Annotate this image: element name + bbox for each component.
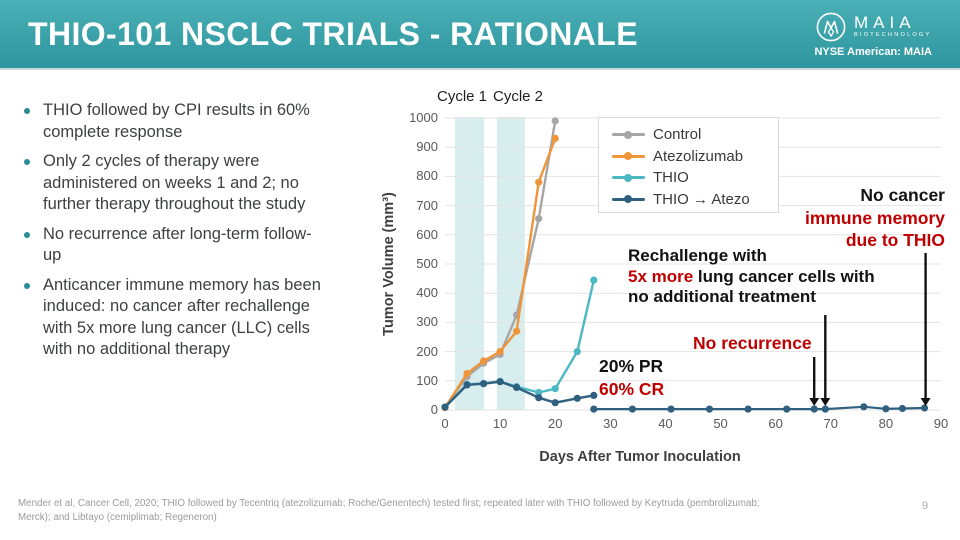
- y-tick-label: 300: [416, 314, 438, 330]
- legend-label: Control: [653, 126, 702, 144]
- no-cancer-line1: No cancer: [860, 185, 945, 205]
- y-tick-label: 600: [416, 226, 438, 242]
- x-tick-label: 70: [823, 416, 838, 431]
- brand-text: MAIA BIOTECHNOLOGY: [854, 13, 932, 38]
- no-cancer-line2: immune memory: [804, 207, 945, 228]
- bullet-dot-icon: [24, 108, 30, 114]
- slide-title: THIO-101 NSCLC TRIALS - RATIONALE: [28, 15, 638, 52]
- bullet-text: No recurrence after long-term follow- up: [43, 224, 312, 265]
- no-recurrence-label: No recurrence: [693, 333, 812, 353]
- no-cancer-annotation: No cancer immune memory due to THIO: [805, 184, 945, 252]
- legend-label: THIO → Atezo: [653, 190, 750, 208]
- pr-label: 20% PR: [599, 356, 664, 376]
- rechallenge-line1: Rechallenge with: [628, 246, 767, 265]
- x-tick-label: 60: [768, 416, 783, 431]
- legend-line-marker-icon: [612, 152, 645, 160]
- bullet-item: THIO followed by CPI results in 60% comp…: [24, 100, 380, 143]
- brand-subtitle: BIOTECHNOLOGY: [854, 32, 932, 38]
- legend-line-marker-icon: [612, 174, 645, 182]
- y-tick-label: 500: [416, 256, 438, 271]
- legend-item-thio: THIO: [612, 167, 778, 189]
- bullet-text: Only 2 cycles of therapy were administer…: [43, 152, 306, 213]
- ticker-label: NYSE American: MAIA: [814, 45, 932, 58]
- x-tick-label: 0: [441, 416, 449, 431]
- legend-item-control: Control: [612, 124, 778, 146]
- cycle-2-label: Cycle 2: [492, 88, 544, 105]
- y-tick-label: 700: [416, 197, 438, 213]
- x-tick-label: 20: [547, 416, 563, 431]
- legend-line-marker-icon: [612, 195, 645, 203]
- bullet-dot-icon: [24, 159, 30, 165]
- rechallenge-line2-rest: lung cancer cells with: [693, 266, 875, 286]
- legend-item-atezolizumab: Atezolizumab: [612, 146, 778, 168]
- y-tick-label: 900: [416, 139, 438, 155]
- legend-label: THIO: [653, 169, 689, 187]
- x-axis-title: Days After Tumor Inoculation: [539, 449, 741, 465]
- legend-label: Atezolizumab: [653, 147, 744, 165]
- rechallenge-line2: 5x more lung cancer cells with: [628, 267, 875, 288]
- x-tick-label: 90: [933, 416, 949, 431]
- maia-logo-icon: [816, 12, 846, 41]
- x-tick-label: 30: [603, 416, 618, 431]
- bullet-dot-icon: [24, 231, 30, 238]
- y-tick-label: 1000: [409, 110, 438, 125]
- brand-name: MAIA: [854, 13, 916, 32]
- x-tick-label: 10: [492, 416, 508, 431]
- bullet-text: Anticancer immune memory has been induce…: [43, 275, 321, 359]
- x-tick-label: 50: [713, 416, 728, 431]
- header-bar: THIO-101 NSCLC TRIALS - RATIONALE MAIA B…: [0, 0, 960, 70]
- brand-top: MAIA BIOTECHNOLOGY: [815, 11, 931, 43]
- bullet-item: No recurrence after long-term follow- up: [24, 224, 380, 267]
- x-tick-label: 80: [878, 416, 894, 431]
- x-tick-label: 40: [658, 416, 673, 431]
- cr-label: 60% CR: [599, 379, 665, 399]
- rechallenge-line2-red: 5x more: [628, 266, 694, 286]
- chart-legend: Control Atezolizumab THIO THIO → Atezo: [598, 117, 779, 213]
- bullet-item: Only 2 cycles of therapy were administer…: [24, 151, 380, 216]
- y-tick-label: 100: [416, 372, 438, 388]
- cycle-1-label: Cycle 1: [436, 88, 488, 105]
- bullet-item: Anticancer immune memory has been induce…: [24, 275, 380, 361]
- y-tick-label: 800: [416, 168, 438, 184]
- page-number: 9: [922, 500, 929, 512]
- bullet-text: THIO followed by CPI results in 60% comp…: [43, 101, 310, 141]
- legend-item-thio-atezo: THIO → Atezo: [612, 189, 778, 211]
- response-annotation: 20% PR 60% CR: [599, 355, 664, 401]
- y-tick-label: 0: [430, 402, 438, 417]
- y-axis-title: Tumor Volume (mm³): [381, 192, 397, 336]
- bullet-dot-icon: [24, 282, 30, 289]
- legend-line-marker-icon: [612, 131, 645, 139]
- citation: Mender et al, Cancer Cell, 2020; THIO fo…: [18, 498, 760, 523]
- bullet-list: THIO followed by CPI results in 60% comp…: [24, 100, 380, 369]
- rechallenge-annotation: Rechallenge with 5x more lung cancer cel…: [628, 246, 875, 308]
- brand-block: MAIA BIOTECHNOLOGY NYSE American: MAIA: [814, 11, 932, 58]
- y-tick-label: 200: [416, 343, 438, 359]
- y-tick-label: 400: [416, 285, 438, 301]
- no-cancer-line3: due to THIO: [845, 230, 945, 250]
- rechallenge-line3: no additional treatment: [628, 287, 816, 306]
